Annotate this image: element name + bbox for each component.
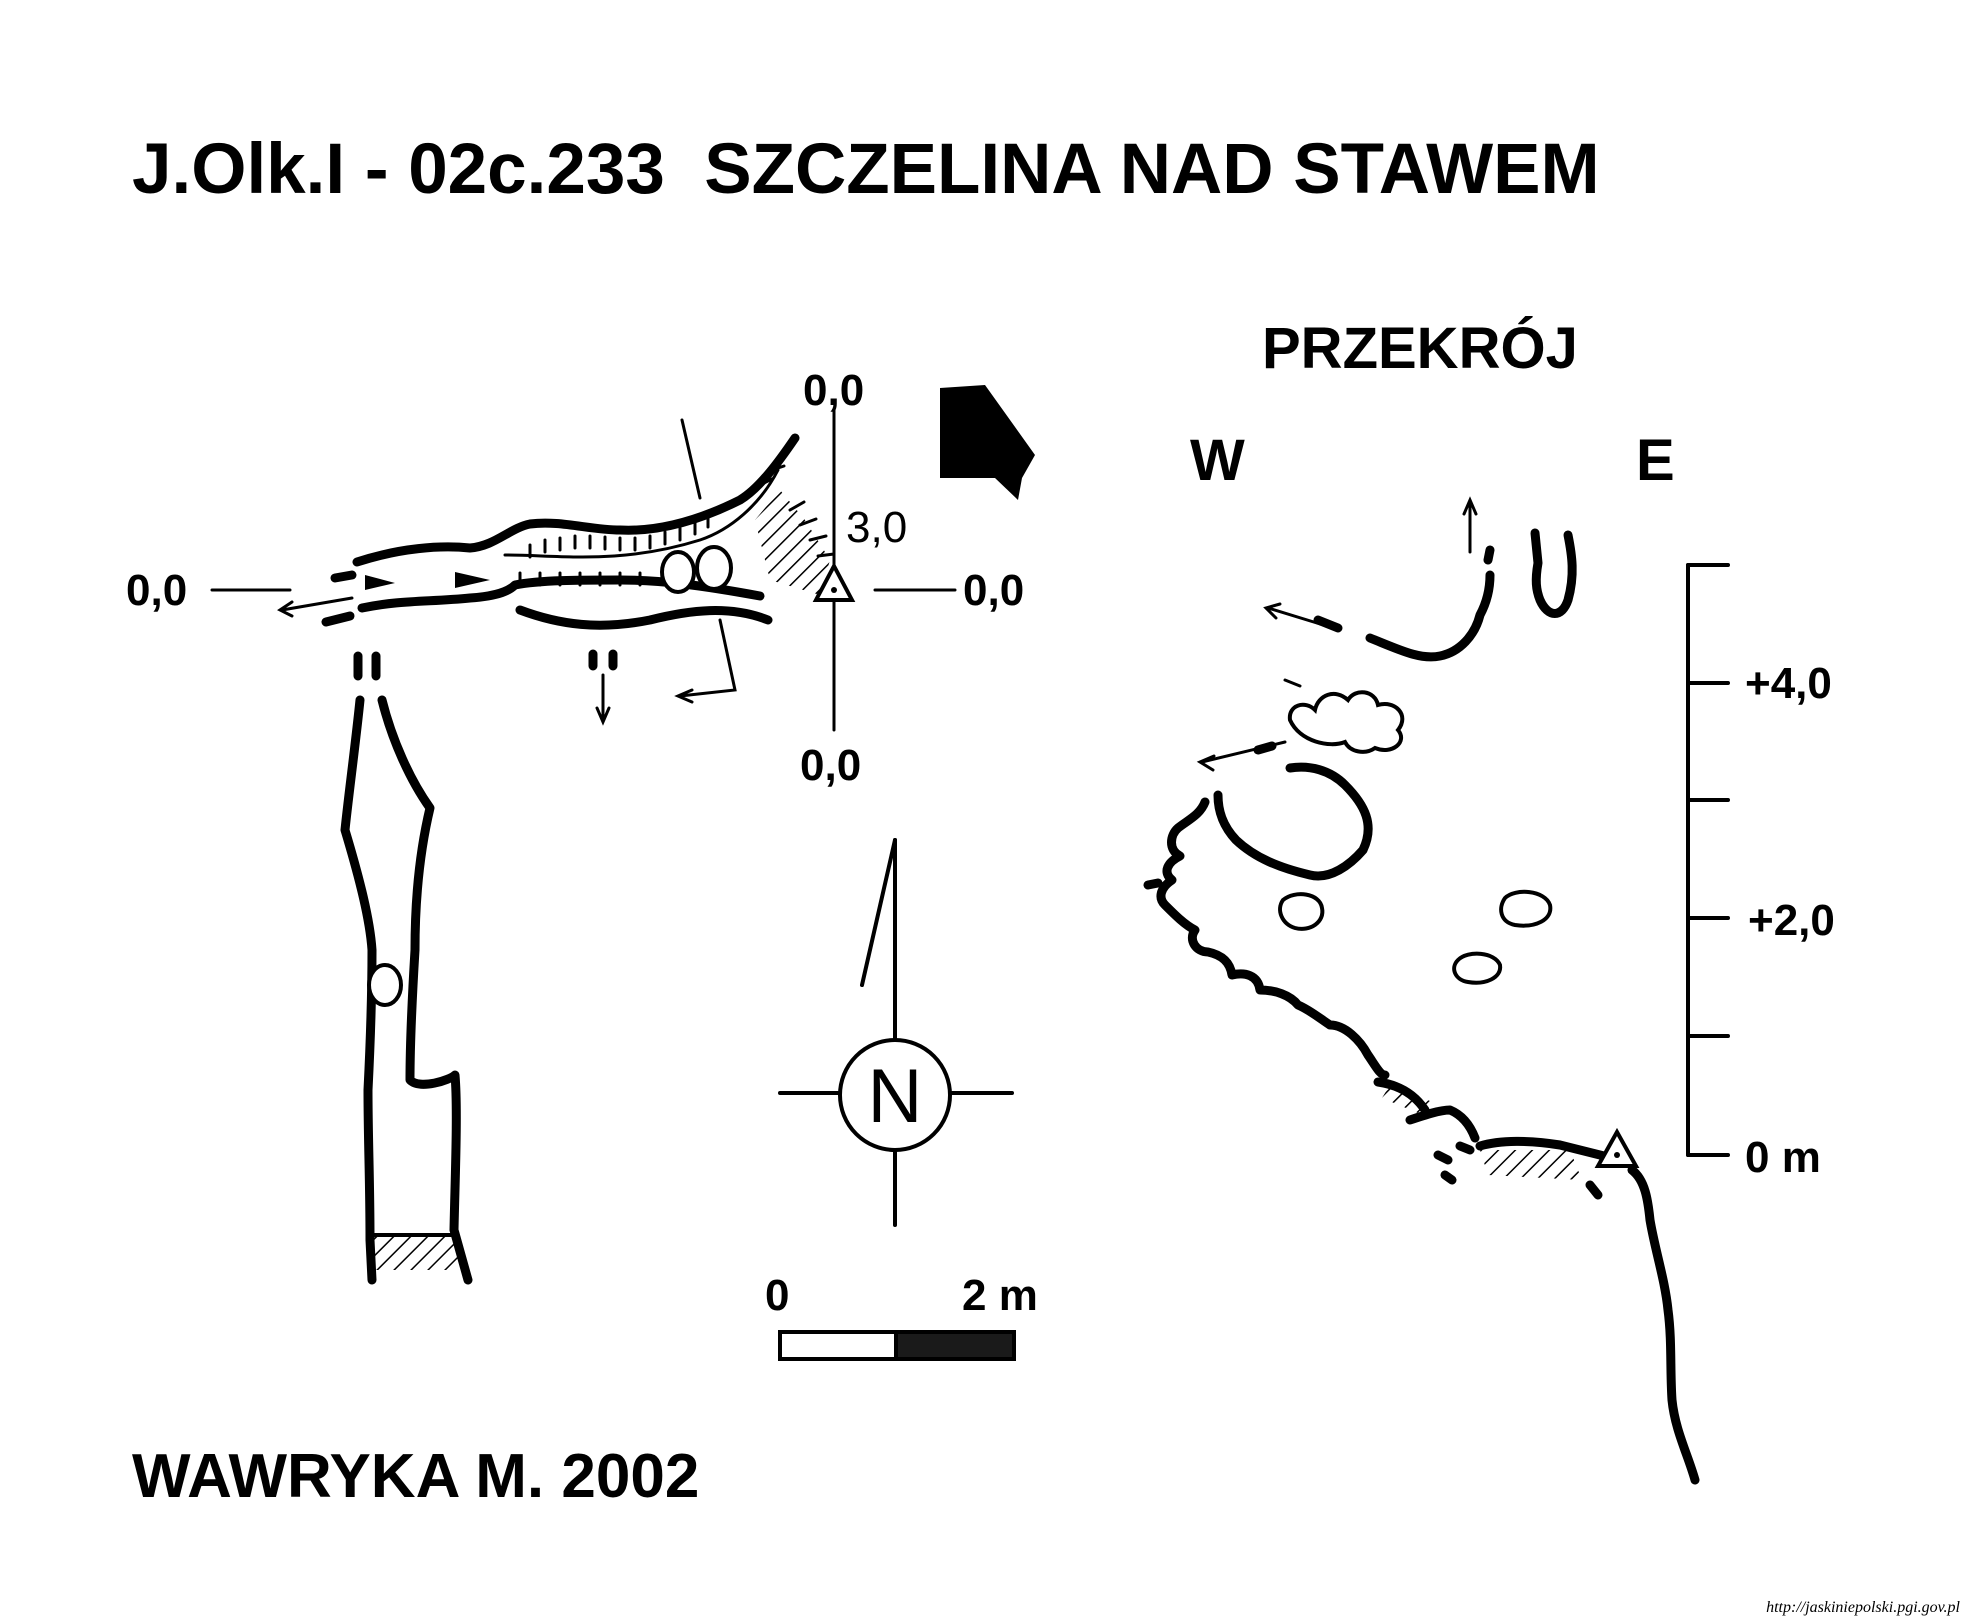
section-boulder-1	[1278, 892, 1325, 931]
section-west-wall	[1156, 797, 1390, 1080]
depth-label-4: +4,0	[1745, 659, 1832, 708]
flow-arrow-2	[455, 572, 490, 588]
ledge-slope-ticks	[743, 464, 786, 502]
depth-scale-ticks	[1686, 563, 1730, 1157]
section-boulder-3	[1452, 951, 1503, 985]
fissure-floor-hatch	[370, 1235, 462, 1270]
boulder-plan-2	[695, 545, 733, 591]
boulder-fissure	[367, 963, 403, 1007]
section-title: PRZEKRÓJ	[1262, 316, 1578, 381]
plan-label-left: 0,0	[126, 566, 187, 615]
section-dash-west	[1253, 741, 1277, 755]
section-dash-mid	[1283, 678, 1302, 688]
debris-cone	[755, 490, 830, 595]
ledge-ticks-north	[528, 513, 710, 559]
section-west-wall-dash	[1143, 878, 1163, 890]
fissure-west-wall	[340, 695, 377, 1285]
dashed-stub-south	[588, 649, 618, 671]
scale-bar: 0 2 m	[765, 1271, 1038, 1361]
scale-bar-end: 2 m	[962, 1271, 1038, 1320]
map-title: J.Olk.I - 02c.233 SZCZELINA NAD STAWEM	[132, 130, 1600, 209]
cross-section-view: PRZEKRÓJ W E +4,0 +2,0 0 m	[1143, 316, 1835, 1485]
scale-bar-start: 0	[765, 1271, 789, 1320]
ledge-ticks-lower	[518, 571, 642, 587]
section-boulder-cluster	[1287, 690, 1405, 754]
plan-wall-north	[352, 433, 800, 567]
entrance-arrow	[940, 385, 1035, 500]
author-credit: WAWRYKA M. 2002	[132, 1442, 699, 1511]
survey-point-dot	[831, 587, 837, 593]
plan-label-top: 0,0	[803, 366, 864, 415]
section-arrow-up	[1462, 496, 1478, 554]
boulder-plan-1	[660, 550, 696, 594]
direction-west: W	[1190, 428, 1245, 493]
scale-bar-black	[894, 1330, 1016, 1361]
arrow-bend	[674, 618, 737, 704]
plan-label-right: 0,0	[963, 566, 1024, 615]
scale-bar-white	[778, 1330, 898, 1361]
section-chamber	[1213, 762, 1373, 881]
fissure-east-wall	[377, 695, 473, 1285]
section-east-wall	[1627, 1165, 1700, 1485]
ledge-line	[503, 468, 780, 559]
exit-arrow-west	[277, 596, 354, 618]
section-floor-hatch	[1382, 1085, 1582, 1180]
survey-point-section-dot	[1614, 1152, 1620, 1158]
section-chimney-right	[1530, 528, 1577, 618]
depth-label-0: 0 m	[1745, 1133, 1821, 1182]
plan-label-bottom: 0,0	[800, 741, 861, 790]
section-boulder-2	[1499, 889, 1553, 928]
plan-wall-west-end	[321, 570, 357, 627]
flow-arrow-1	[365, 575, 395, 590]
north-compass: N	[778, 838, 1014, 1227]
survey-point-plan	[812, 561, 856, 602]
section-chimney-left	[1365, 545, 1495, 662]
cone-ticks	[788, 500, 836, 558]
fissure-stub	[353, 651, 381, 681]
section-floor-upper	[1373, 1077, 1625, 1165]
reference-tick	[680, 418, 702, 500]
depth-label-2: +2,0	[1748, 896, 1835, 945]
compass-circle	[838, 1038, 952, 1152]
arrow-south	[595, 673, 611, 726]
section-floor-dash	[1433, 1150, 1603, 1200]
plan-label-depth: 3,0	[846, 503, 907, 552]
compass-needle-tip	[860, 838, 897, 987]
compass-letter: N	[868, 1054, 923, 1139]
direction-east: E	[1636, 428, 1675, 493]
survey-point-section	[1594, 1127, 1640, 1168]
plan-wall-south-2	[515, 605, 773, 630]
plan-view: 0,0 0,0 0,0 0,0 3,0	[126, 366, 1035, 1285]
section-dash-upper	[1313, 615, 1343, 633]
source-credit: http://jaskiniepolski.pgi.gov.pl	[1766, 1599, 1960, 1616]
